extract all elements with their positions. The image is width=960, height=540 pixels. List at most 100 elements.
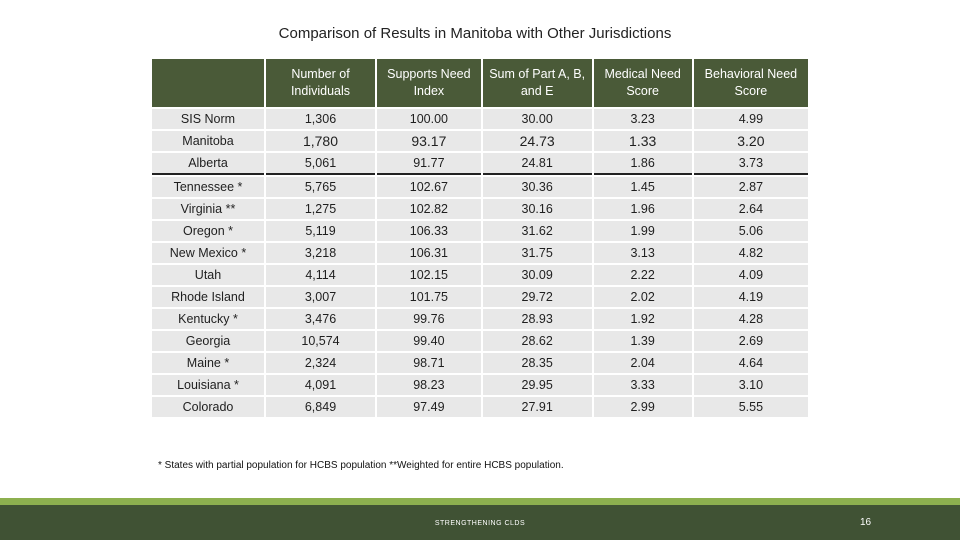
cell-supports-need: 99.76 bbox=[377, 309, 481, 329]
cell-sum-parts: 31.62 bbox=[482, 221, 592, 241]
cell-behavioral-need: 4.19 bbox=[693, 287, 808, 307]
cell-individuals: 4,091 bbox=[266, 375, 375, 395]
cell-medical-need: 1.92 bbox=[593, 309, 692, 329]
cell-sum-parts: 29.95 bbox=[482, 375, 592, 395]
cell-behavioral-need: 4.99 bbox=[693, 109, 808, 129]
cell-supports-need: 100.00 bbox=[377, 109, 481, 129]
cell-supports-need: 97.49 bbox=[377, 397, 481, 417]
cell-medical-need: 2.04 bbox=[593, 353, 692, 373]
cell-behavioral-need: 3.20 bbox=[693, 131, 808, 151]
cell-medical-need: 3.13 bbox=[593, 243, 692, 263]
cell-region: Oregon * bbox=[152, 221, 264, 241]
cell-sum-parts: 29.72 bbox=[482, 287, 592, 307]
cell-medical-need: 1.99 bbox=[593, 221, 692, 241]
cell-medical-need: 1.96 bbox=[593, 199, 692, 219]
cell-medical-need: 3.23 bbox=[593, 109, 692, 129]
table-row: Georgia 10,574 99.40 28.62 1.39 2.69 bbox=[152, 331, 808, 351]
cell-sum-parts: 24.81 bbox=[482, 153, 592, 175]
cell-supports-need: 102.67 bbox=[377, 177, 481, 197]
cell-sum-parts: 28.35 bbox=[482, 353, 592, 373]
cell-sum-parts: 30.00 bbox=[482, 109, 592, 129]
column-header-sum-parts: Sum of Part A, B, and E bbox=[482, 59, 592, 107]
footer-label: STRENGTHENING CLDS bbox=[434, 520, 526, 527]
cell-behavioral-need: 2.69 bbox=[693, 331, 808, 351]
cell-region: SIS Norm bbox=[152, 109, 264, 129]
cell-region: Virginia ** bbox=[152, 199, 264, 219]
cell-medical-need: 1.33 bbox=[593, 131, 692, 151]
cell-sum-parts: 30.36 bbox=[482, 177, 592, 197]
table-row: Rhode Island 3,007 101.75 29.72 2.02 4.19 bbox=[152, 287, 808, 307]
cell-region: Georgia bbox=[152, 331, 264, 351]
cell-supports-need: 98.23 bbox=[377, 375, 481, 395]
table-row: Tennessee * 5,765 102.67 30.36 1.45 2.87 bbox=[152, 177, 808, 197]
cell-behavioral-need: 4.28 bbox=[693, 309, 808, 329]
cell-medical-need: 2.02 bbox=[593, 287, 692, 307]
cell-individuals: 10,574 bbox=[266, 331, 375, 351]
cell-supports-need: 99.40 bbox=[377, 331, 481, 351]
page-number: 16 bbox=[860, 517, 872, 528]
cell-behavioral-need: 3.73 bbox=[693, 153, 808, 175]
cell-individuals: 3,476 bbox=[266, 309, 375, 329]
table-row: Colorado 6,849 97.49 27.91 2.99 5.55 bbox=[152, 397, 808, 417]
cell-region: Utah bbox=[152, 265, 264, 285]
cell-region: Maine * bbox=[152, 353, 264, 373]
table-row: Oregon * 5,119 106.33 31.62 1.99 5.06 bbox=[152, 221, 808, 241]
cell-behavioral-need: 2.87 bbox=[693, 177, 808, 197]
cell-individuals: 5,061 bbox=[266, 153, 375, 175]
cell-medical-need: 3.33 bbox=[593, 375, 692, 395]
cell-individuals: 3,218 bbox=[266, 243, 375, 263]
cell-region: Kentucky * bbox=[152, 309, 264, 329]
cell-sum-parts: 27.91 bbox=[482, 397, 592, 417]
cell-region: New Mexico * bbox=[152, 243, 264, 263]
cell-sum-parts: 31.75 bbox=[482, 243, 592, 263]
cell-behavioral-need: 5.55 bbox=[693, 397, 808, 417]
cell-supports-need: 101.75 bbox=[377, 287, 481, 307]
column-header-medical-need: Medical Need Score bbox=[593, 59, 692, 107]
cell-behavioral-need: 3.10 bbox=[693, 375, 808, 395]
cell-behavioral-need: 4.64 bbox=[693, 353, 808, 373]
cell-supports-need: 93.17 bbox=[377, 131, 481, 151]
table-row: Manitoba 1,780 93.17 24.73 1.33 3.20 bbox=[152, 131, 808, 151]
cell-medical-need: 1.86 bbox=[593, 153, 692, 175]
cell-supports-need: 106.31 bbox=[377, 243, 481, 263]
results-table: Number of Individuals Supports Need Inde… bbox=[150, 57, 810, 419]
column-header-individuals: Number of Individuals bbox=[266, 59, 375, 107]
cell-medical-need: 2.22 bbox=[593, 265, 692, 285]
cell-supports-need: 91.77 bbox=[377, 153, 481, 175]
cell-medical-need: 1.39 bbox=[593, 331, 692, 351]
cell-region: Alberta bbox=[152, 153, 264, 175]
table-row: New Mexico * 3,218 106.31 31.75 3.13 4.82 bbox=[152, 243, 808, 263]
table-row: Virginia ** 1,275 102.82 30.16 1.96 2.64 bbox=[152, 199, 808, 219]
cell-sum-parts: 30.09 bbox=[482, 265, 592, 285]
cell-individuals: 1,306 bbox=[266, 109, 375, 129]
cell-individuals: 2,324 bbox=[266, 353, 375, 373]
cell-medical-need: 2.99 bbox=[593, 397, 692, 417]
cell-supports-need: 106.33 bbox=[377, 221, 481, 241]
column-header-behavioral-need: Behavioral Need Score bbox=[693, 59, 808, 107]
table-row: Louisiana * 4,091 98.23 29.95 3.33 3.10 bbox=[152, 375, 808, 395]
cell-individuals: 3,007 bbox=[266, 287, 375, 307]
column-header-region bbox=[152, 59, 264, 107]
table-row: SIS Norm 1,306 100.00 30.00 3.23 4.99 bbox=[152, 109, 808, 129]
cell-supports-need: 102.15 bbox=[377, 265, 481, 285]
cell-individuals: 1,275 bbox=[266, 199, 375, 219]
cell-behavioral-need: 4.82 bbox=[693, 243, 808, 263]
cell-behavioral-need: 4.09 bbox=[693, 265, 808, 285]
cell-sum-parts: 28.62 bbox=[482, 331, 592, 351]
cell-individuals: 6,849 bbox=[266, 397, 375, 417]
cell-behavioral-need: 5.06 bbox=[693, 221, 808, 241]
cell-medical-need: 1.45 bbox=[593, 177, 692, 197]
table-header-row: Number of Individuals Supports Need Inde… bbox=[152, 59, 808, 107]
cell-behavioral-need: 2.64 bbox=[693, 199, 808, 219]
cell-region: Rhode Island bbox=[152, 287, 264, 307]
table-row: Alberta 5,061 91.77 24.81 1.86 3.73 bbox=[152, 153, 808, 175]
slide-title: Comparison of Results in Manitoba with O… bbox=[278, 25, 672, 42]
column-header-supports-need: Supports Need Index bbox=[377, 59, 481, 107]
table-row: Kentucky * 3,476 99.76 28.93 1.92 4.28 bbox=[152, 309, 808, 329]
cell-individuals: 4,114 bbox=[266, 265, 375, 285]
footer-bar bbox=[0, 505, 960, 540]
cell-sum-parts: 30.16 bbox=[482, 199, 592, 219]
cell-region: Colorado bbox=[152, 397, 264, 417]
cell-individuals: 1,780 bbox=[266, 131, 375, 151]
cell-region: Manitoba bbox=[152, 131, 264, 151]
